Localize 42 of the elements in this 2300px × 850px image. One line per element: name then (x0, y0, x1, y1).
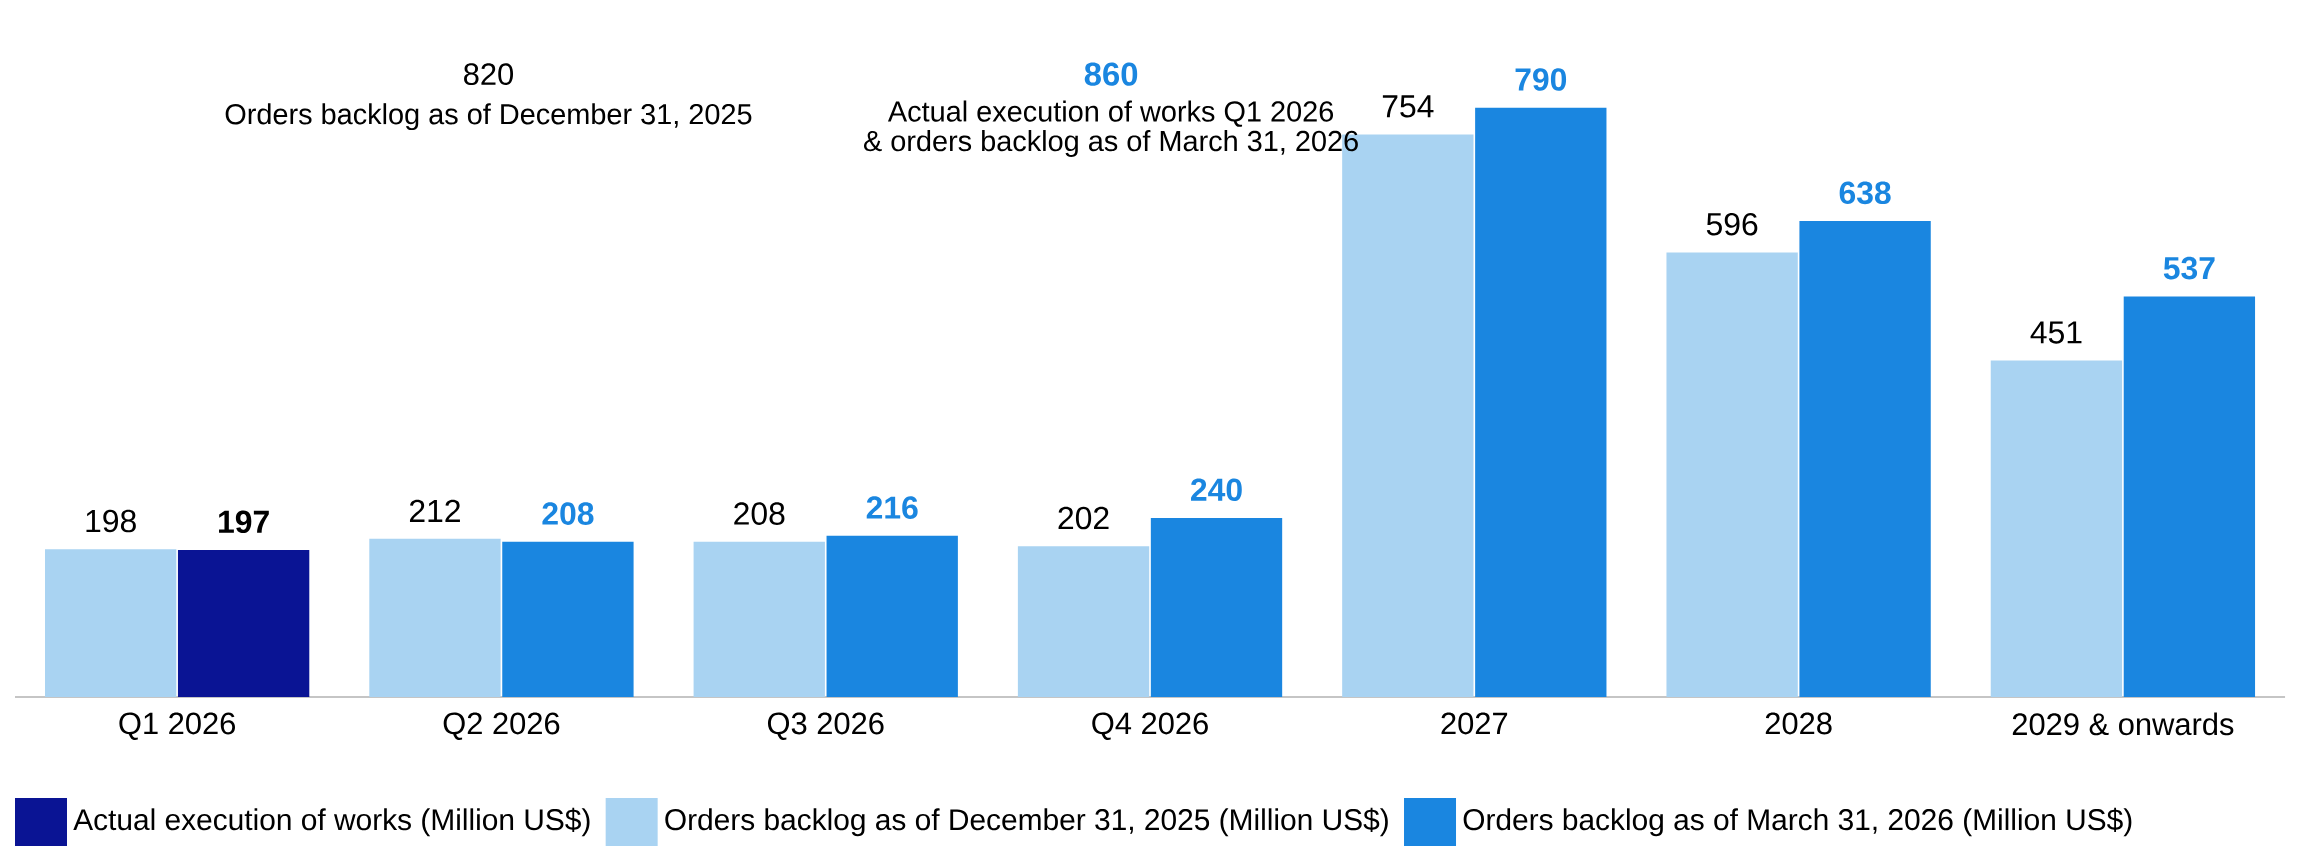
data-label: 596 (1706, 212, 1758, 236)
annotation: Actual execution of works Q1 2026 (887, 100, 1334, 127)
data-label: 197 (219, 510, 269, 534)
bar (177, 550, 310, 697)
data-label: 208 (734, 502, 785, 525)
bar (2123, 296, 2256, 697)
data-label: 202 (1058, 506, 1109, 530)
bar (1666, 252, 1798, 697)
data-label: 754 (1382, 95, 1434, 118)
annotation: & orders backlog as of March 31, 2026 (863, 130, 1358, 157)
legend-label: Actual execution of works (Million US$) (73, 807, 590, 837)
data-label: 212 (409, 499, 460, 522)
legend-label: Orders backlog as of March 31, 2026 (Million US$) (1463, 807, 2132, 837)
x-tick-label: Q4 2026 (1092, 712, 1208, 740)
x-tick-label: 2029 & onwards (2012, 712, 2234, 736)
bar (1475, 107, 1607, 697)
data-label: 240 (1191, 478, 1242, 502)
bar (45, 549, 177, 697)
data-label: 216 (866, 496, 918, 519)
bar (1017, 546, 1150, 697)
annotation: Orders backlog as of December 31, 2025 (225, 103, 752, 131)
x-tick-label: Q1 2026 (119, 712, 235, 740)
bar (502, 541, 634, 697)
data-label: 198 (86, 509, 136, 533)
text: 820 (464, 63, 514, 86)
x-tick-label: 2028 (1765, 712, 1832, 735)
bar (1990, 360, 2123, 697)
bar (693, 541, 825, 697)
data-label: 537 (2163, 256, 2215, 280)
bar (1799, 221, 1931, 697)
bar (1150, 517, 1283, 697)
bar (826, 535, 958, 697)
text: 860 (1084, 62, 1138, 86)
data-label: 790 (1515, 68, 1567, 91)
x-tick-label: 2027 (1441, 712, 1508, 735)
data-label: 208 (542, 502, 594, 525)
x-tick-label: Q2 2026 (443, 712, 560, 740)
data-label: 451 (2030, 321, 2082, 344)
x-tick-label: Q3 2026 (767, 712, 884, 740)
data-label: 638 (1839, 181, 1891, 205)
legend-label: Orders backlog as of December 31, 2025 (Million US$) (665, 807, 1388, 837)
bar (369, 538, 501, 697)
